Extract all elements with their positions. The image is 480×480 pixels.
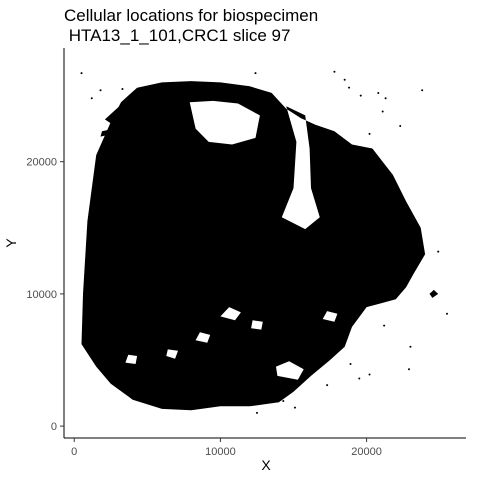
cell-point [90,97,93,100]
cell-point [255,411,258,414]
cell-point [348,86,351,89]
cell-point [407,368,410,371]
cell-point [98,200,101,203]
cell-point [282,399,285,402]
x-tick-label: 20000 [351,446,382,458]
cell-point [421,89,424,92]
data-layer [80,70,448,414]
cell-point [358,377,361,380]
cell-point [333,70,336,73]
y-tick-label: 10000 [26,289,57,301]
cell-point [437,250,440,253]
cell-point [445,312,448,315]
cell-point [383,324,386,327]
y-tick-label: 20000 [26,157,57,169]
cell-point [381,110,384,113]
cell-point [349,362,352,365]
cell-point [359,94,362,97]
cell-point [368,132,371,135]
cell-cluster-2 [100,130,108,137]
cell-point [377,91,380,94]
cell-point [99,89,102,92]
tick-layer: 0 10000 20000 0 10000 20000 [26,157,381,458]
cell-point [121,87,124,90]
cell-point [399,125,402,127]
cell-point [326,384,329,387]
cell-point [409,345,412,348]
cell-point [400,263,403,266]
cell-point [343,78,346,81]
x-tick-label: 0 [71,446,77,458]
cell-point [293,406,296,409]
cell-point [80,72,83,75]
cell-point [384,97,387,100]
y-axis-label: Y [3,238,19,248]
cell-point [368,373,371,376]
cell-cluster-1 [104,104,127,124]
chart-title: Cellular locations for biospecimen HTA13… [64,6,318,46]
title-line-1: Cellular locations for biospecimen [64,6,319,25]
cell-point [272,385,275,388]
x-axis-label: X [261,457,271,473]
y-tick-label: 0 [51,421,57,433]
cell-cluster-3 [429,289,439,298]
cell-point [254,72,257,75]
cell-density-region [81,81,426,411]
title-line-2: HTA13_1_101,CRC1 slice 97 [64,26,291,45]
x-tick-label: 10000 [205,446,236,458]
